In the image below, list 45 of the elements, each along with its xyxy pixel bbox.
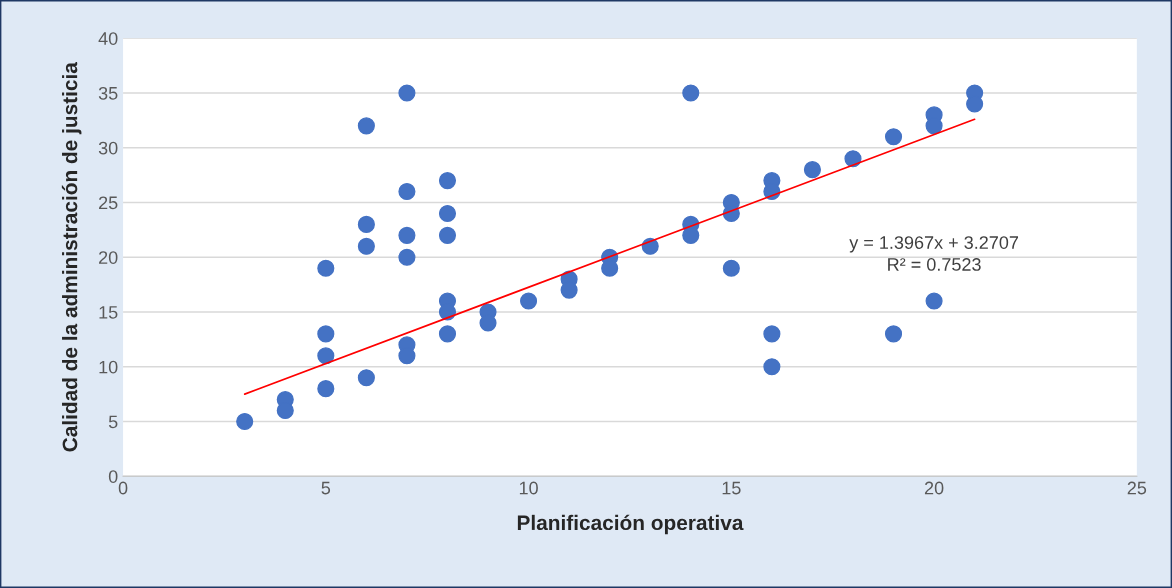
point: [398, 248, 416, 266]
point: [236, 412, 254, 431]
x-tick-label: 10: [519, 481, 538, 495]
annotation: y = 1.3967x + 3.2707: [849, 236, 1019, 253]
y-tick-label: 15: [99, 306, 118, 319]
x-tick-label: 5: [321, 481, 331, 495]
point: [925, 292, 943, 310]
y-tick-label: 10: [99, 360, 118, 374]
x-tick-label: 0: [118, 481, 128, 495]
point: [398, 182, 416, 201]
y-axis-title: Calidad de la administración de justicia: [61, 62, 82, 452]
point: [317, 259, 335, 277]
y-tick-label: 40: [98, 32, 118, 45]
y-tick-label: 0: [108, 470, 118, 483]
point: [317, 325, 335, 343]
point: [357, 369, 375, 387]
point: [682, 84, 700, 102]
point: [884, 128, 903, 146]
point: [884, 325, 903, 343]
point: [357, 237, 375, 255]
point: [438, 226, 457, 244]
point: [438, 172, 457, 190]
point: [763, 358, 781, 376]
point: [438, 204, 457, 222]
annotation: R² = 0.7523: [888, 258, 981, 271]
y-tick-label: 20: [99, 251, 118, 264]
x-axis-title: Planificación operativa: [517, 514, 744, 535]
y-tick-label: 30: [98, 141, 118, 155]
point: [317, 380, 335, 398]
point: [357, 215, 375, 233]
x-tick-label: 20: [924, 481, 944, 495]
point: [317, 347, 335, 365]
point: [398, 226, 416, 244]
point: [763, 325, 781, 343]
point: [438, 325, 457, 343]
point: [722, 259, 740, 277]
x-tick-label: 15: [722, 481, 741, 495]
point: [398, 84, 416, 102]
point: [803, 161, 821, 179]
point: [520, 292, 538, 310]
y-tick-label: 5: [108, 415, 118, 429]
y-tick-label: 35: [98, 86, 118, 100]
y-tick-label: 25: [99, 196, 118, 210]
point: [357, 117, 375, 135]
x-tick-label: 25: [1127, 481, 1147, 495]
